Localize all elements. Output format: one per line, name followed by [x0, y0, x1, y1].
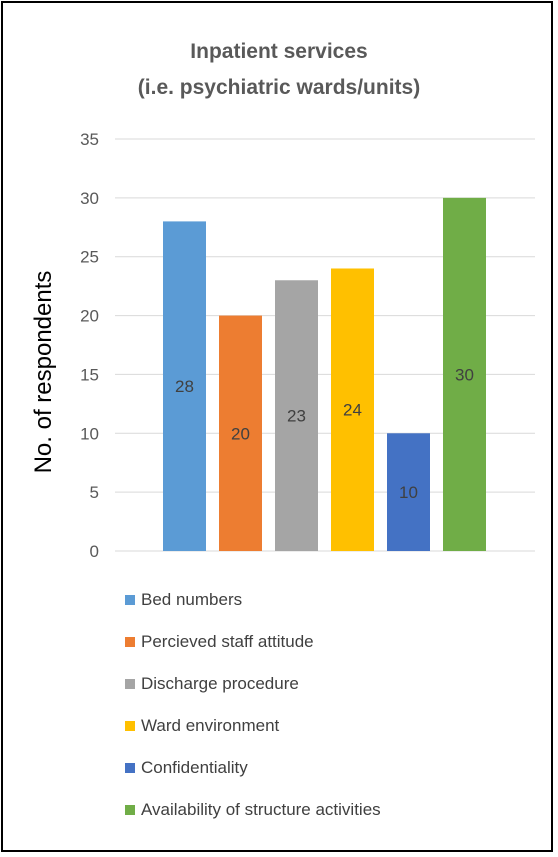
- chart-subtitle: (i.e. psychiatric wards/units): [137, 76, 421, 99]
- y-tick-label: 0: [90, 542, 99, 561]
- legend-item: Availability of structure activities: [125, 800, 381, 820]
- legend-item: Discharge procedure: [125, 674, 299, 694]
- bar-2: [219, 315, 262, 551]
- data-label: 23: [287, 407, 306, 426]
- bars: [163, 197, 486, 551]
- bar-6: [443, 197, 486, 551]
- data-label: 24: [343, 401, 362, 420]
- data-label: 20: [231, 424, 250, 443]
- bar-3: [275, 280, 318, 551]
- legend-item: Ward environment: [125, 716, 279, 736]
- legend-swatch: [125, 679, 135, 689]
- y-tick-label: 5: [90, 483, 99, 502]
- legend-label: Confidentiality: [141, 758, 248, 777]
- y-tick-label: 30: [80, 189, 99, 208]
- legend-swatch: [125, 595, 135, 605]
- data-labels: 28 20 23 24 10 30: [175, 365, 474, 502]
- legend-swatch: [125, 805, 135, 815]
- data-label: 30: [455, 365, 474, 384]
- legend-label: Discharge procedure: [141, 674, 299, 693]
- legend-label: Percieved staff attitude: [141, 632, 314, 651]
- legend-swatch: [125, 721, 135, 731]
- legend-swatch: [125, 637, 135, 647]
- y-tick-label: 10: [80, 424, 99, 443]
- y-tick-label: 20: [80, 307, 99, 326]
- bar-4: [331, 268, 374, 551]
- y-tick-label: 35: [80, 130, 99, 149]
- chart-title: Inpatient services: [190, 40, 368, 63]
- y-axis-ticks: 0 5 10 15 20 25 30 35: [80, 130, 99, 561]
- legend-item: Percieved staff attitude: [125, 632, 314, 652]
- y-tick-label: 25: [80, 248, 99, 267]
- data-label: 28: [175, 377, 194, 396]
- legend-label: Ward environment: [141, 716, 280, 735]
- legend-label: Availability of structure activities: [141, 800, 381, 819]
- y-tick-label: 15: [80, 365, 99, 384]
- legend-item: Confidentiality: [125, 758, 248, 778]
- bar-5: [387, 433, 430, 551]
- legend-item: Bed numbers: [125, 590, 242, 610]
- data-label: 10: [399, 483, 418, 502]
- legend-swatch: [125, 763, 135, 773]
- bar-1: [163, 221, 206, 551]
- legend-label: Bed numbers: [141, 590, 243, 609]
